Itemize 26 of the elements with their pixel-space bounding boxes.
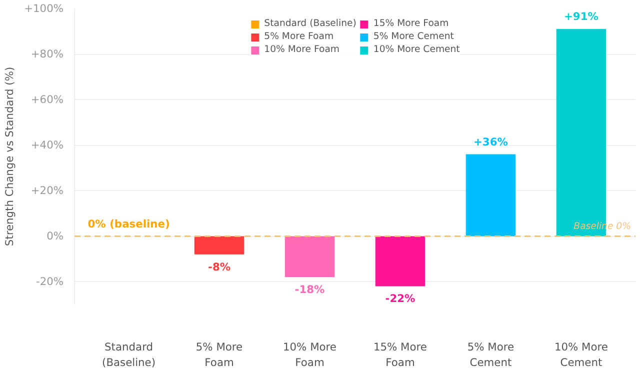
y-tick-label: +60% (30, 93, 64, 106)
x-tick-label: 5% More Cement (467, 340, 514, 370)
legend-label: 5% More Cement (373, 31, 454, 42)
legend-label: 10% More Cement (373, 44, 460, 55)
x-tick-label: 5% More Foam (196, 340, 243, 370)
y-tick-label: +40% (30, 138, 64, 152)
data-label: -18% (294, 283, 326, 296)
data-label: +36% (474, 135, 508, 148)
x-tick-label: 10% More Foam (283, 340, 337, 370)
legend-label: 15% More Foam (373, 18, 449, 29)
legend-label: 10% More Foam (264, 44, 340, 55)
y-tick-label: 0% (46, 230, 64, 243)
x-tick-label: 10% More Cement (554, 340, 608, 370)
legend-label: Standard (Baseline) (264, 18, 356, 29)
legend-label: 5% More Foam (264, 31, 334, 42)
data-label: -22% (385, 292, 416, 306)
y-axis-title: Strength Change vs Standard (%) (3, 66, 16, 246)
y-tick-label: +100% (24, 2, 64, 15)
y-tick-label: +80% (30, 48, 64, 61)
data-label: +91% (564, 10, 599, 24)
x-tick-label: Standard (Baseline) (102, 340, 156, 370)
data-label: 0% (baseline) (88, 217, 170, 230)
x-tick-label: 15% More Foam (373, 340, 427, 370)
y-tick-label: +20% (30, 184, 64, 198)
y-tick-label: -20% (36, 275, 64, 288)
data-label: -8% (208, 260, 231, 274)
